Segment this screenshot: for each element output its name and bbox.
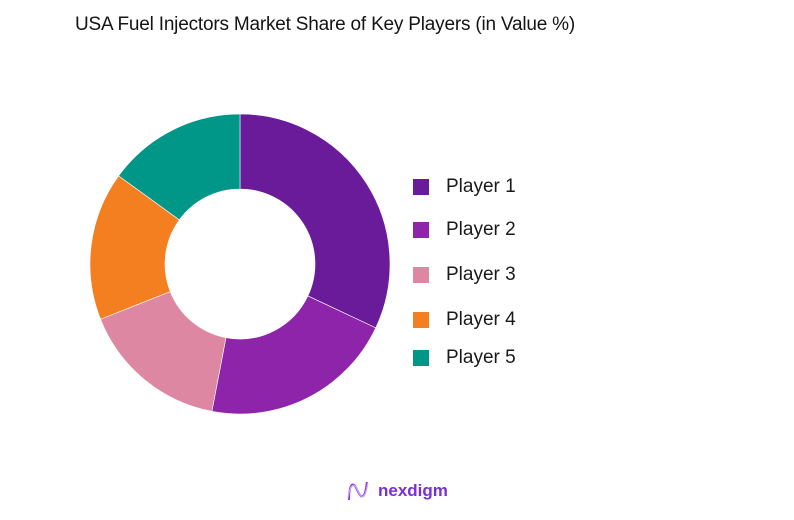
nexdigm-wave-icon	[347, 481, 369, 501]
donut-chart	[90, 114, 390, 414]
legend-swatch	[413, 312, 429, 328]
legend-item-player-1: Player 1	[413, 176, 516, 198]
legend-item-player-5: Player 5	[413, 347, 516, 369]
donut-slice-player-5	[118, 114, 241, 221]
donut-slice-player-2	[211, 295, 377, 414]
legend-label: Player 4	[446, 309, 516, 330]
nexdigm-logo: nexdigm	[346, 480, 448, 502]
chart-title: USA Fuel Injectors Market Share of Key P…	[75, 14, 576, 35]
legend-swatch	[413, 267, 429, 283]
legend-item-player-4: Player 4	[413, 309, 516, 331]
legend-item-player-2: Player 2	[413, 219, 516, 241]
logo-text: nexdigm	[378, 481, 448, 500]
donut-slice-player-1	[239, 114, 390, 329]
legend-label: Player 3	[446, 264, 516, 285]
legend-label: Player 5	[446, 347, 516, 368]
legend-label: Player 1	[446, 176, 516, 197]
legend-item-player-3: Player 3	[413, 264, 516, 286]
legend-swatch	[413, 222, 429, 238]
legend-swatch	[413, 179, 429, 195]
legend-label: Player 2	[446, 219, 516, 240]
legend-swatch	[413, 350, 429, 366]
